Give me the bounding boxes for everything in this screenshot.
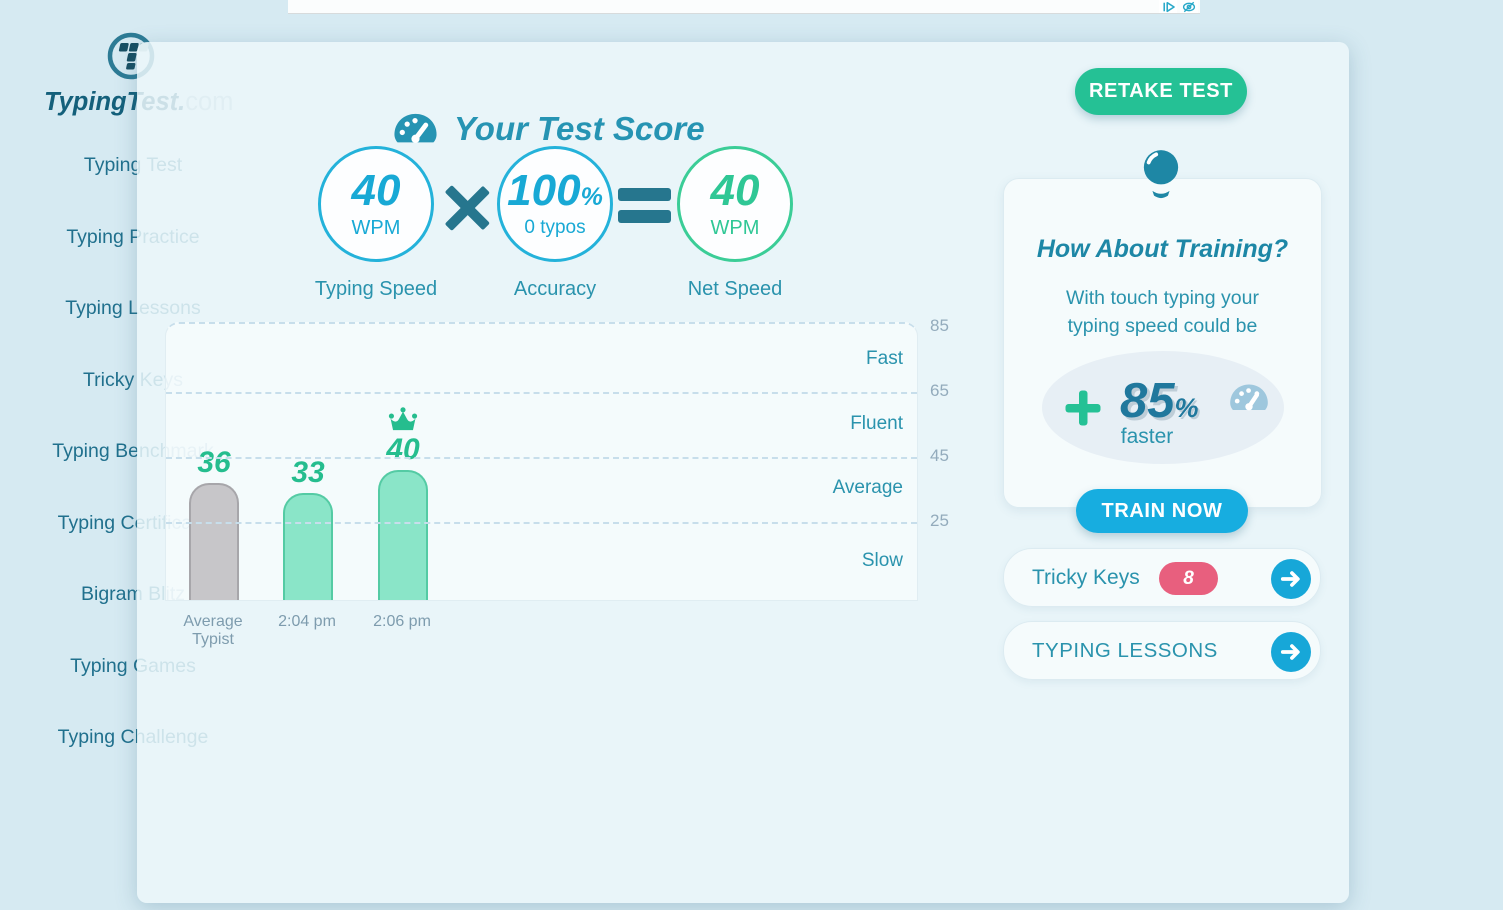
training-body: With touch typing your typing speed coul… (1004, 284, 1321, 341)
typing-lessons-arrow-button[interactable] (1271, 632, 1311, 672)
bar-value-label: 36 (197, 446, 231, 479)
arrow-right-icon (1280, 571, 1300, 587)
bar-206pm (378, 470, 428, 600)
net-speed-value: 40 (710, 165, 760, 215)
typing-speed-circle: 40 WPM (318, 146, 434, 262)
y-tick-label: 25 (930, 510, 949, 530)
adchoices-icon[interactable] (1159, 0, 1177, 13)
typing-speed-value: 40 (351, 165, 401, 215)
bar-group-204pm: 33 (283, 430, 333, 600)
speed-boost-ellipse: 85% faster (1042, 351, 1284, 464)
tricky-keys-label: Tricky Keys (1032, 565, 1140, 589)
retake-test-button[interactable]: RETAKE TEST (1075, 68, 1247, 115)
y-tick-label: 85 (930, 316, 949, 336)
training-heading: How About Training? (1036, 235, 1289, 263)
zone-label: Slow (861, 550, 903, 572)
typing-speed-widget: 40 WPM Typing Speed (291, 146, 461, 301)
boost-value-row: 85% (1120, 373, 1199, 429)
bar-group-average-typist: 36 (189, 420, 239, 600)
typing-lessons-label: TYPING LESSONS (1032, 638, 1218, 662)
x-axis-label: Average Typist (183, 613, 243, 649)
ad-banner-strip (288, 0, 1200, 14)
arrow-right-icon (1280, 644, 1300, 660)
training-card: How About Training? With touch typing yo… (1003, 178, 1322, 533)
sidebar: TypingTest.com Typing Test Typing Practi… (0, 0, 266, 910)
x-axis-label: 2:04 pm (278, 613, 336, 630)
bar-average-typist (189, 483, 239, 600)
bar-group-206pm: 40 (378, 407, 428, 600)
lightbulb-icon (1143, 150, 1179, 199)
zone-label: Average (832, 477, 903, 499)
x-axis-label: 2:06 pm (373, 613, 431, 630)
eye-icon[interactable] (1180, 0, 1198, 13)
y-tick-label: 45 (930, 446, 949, 465)
zone-label: Fluent (850, 412, 903, 434)
accuracy-circle: 100% 0 typos (497, 146, 613, 262)
net-speed-label: Net Speed (687, 278, 783, 300)
net-speed-unit: WPM (710, 216, 760, 239)
score-header: Your Test Score (392, 110, 705, 148)
net-speed-circle: 40 WPM (677, 146, 793, 262)
typing-lessons-card[interactable]: TYPING LESSONS (1003, 621, 1321, 680)
accuracy-value-row: 100% (507, 169, 603, 213)
multiply-icon (445, 185, 490, 231)
bar-204pm (283, 493, 333, 600)
chart-panel: 36 33 (165, 322, 918, 601)
accuracy-widget: 100% 0 typos Accuracy (470, 146, 640, 301)
training-body-line1: With touch typing your (1066, 287, 1259, 309)
boost-percent-sign: % (1174, 393, 1199, 423)
page-title: Your Test Score (454, 110, 705, 147)
gridline (166, 392, 917, 395)
accuracy-label: Accuracy (513, 278, 597, 300)
crown-icon (388, 407, 418, 431)
boost-percent-value: 85 (1120, 374, 1175, 428)
results-card: Your Test Score RETAKE TEST 40 WPM Typin… (137, 42, 1349, 903)
speedometer-icon (394, 113, 437, 143)
net-speed-widget: 40 WPM Net Speed (650, 146, 820, 301)
accuracy-typos: 0 typos (524, 217, 586, 238)
tricky-keys-badge: 8 (1159, 562, 1218, 595)
accuracy-value: 100 (507, 166, 581, 215)
tricky-keys-arrow-button[interactable] (1271, 559, 1311, 599)
plus-icon (1065, 390, 1101, 426)
bar-value-label: 33 (291, 456, 325, 489)
small-speedometer-icon (1230, 384, 1268, 411)
train-now-button[interactable]: TRAIN NOW (1076, 489, 1248, 533)
equals-icon (618, 188, 671, 223)
chart-region: 36 33 (165, 316, 1065, 662)
tricky-keys-card[interactable]: Tricky Keys 8 (1003, 548, 1321, 607)
gridline (166, 521, 917, 524)
y-tick-label: 65 (930, 381, 949, 401)
bar-value-label: 40 (386, 433, 420, 466)
typing-speed-unit: WPM (351, 216, 401, 239)
training-body-line2: typing speed could be (1067, 315, 1258, 338)
accuracy-percent-sign: % (580, 183, 603, 211)
typing-speed-label: Typing Speed (314, 278, 438, 300)
zone-label: Fast (866, 347, 903, 369)
gridline (166, 457, 917, 459)
faster-label: faster (1120, 425, 1174, 448)
